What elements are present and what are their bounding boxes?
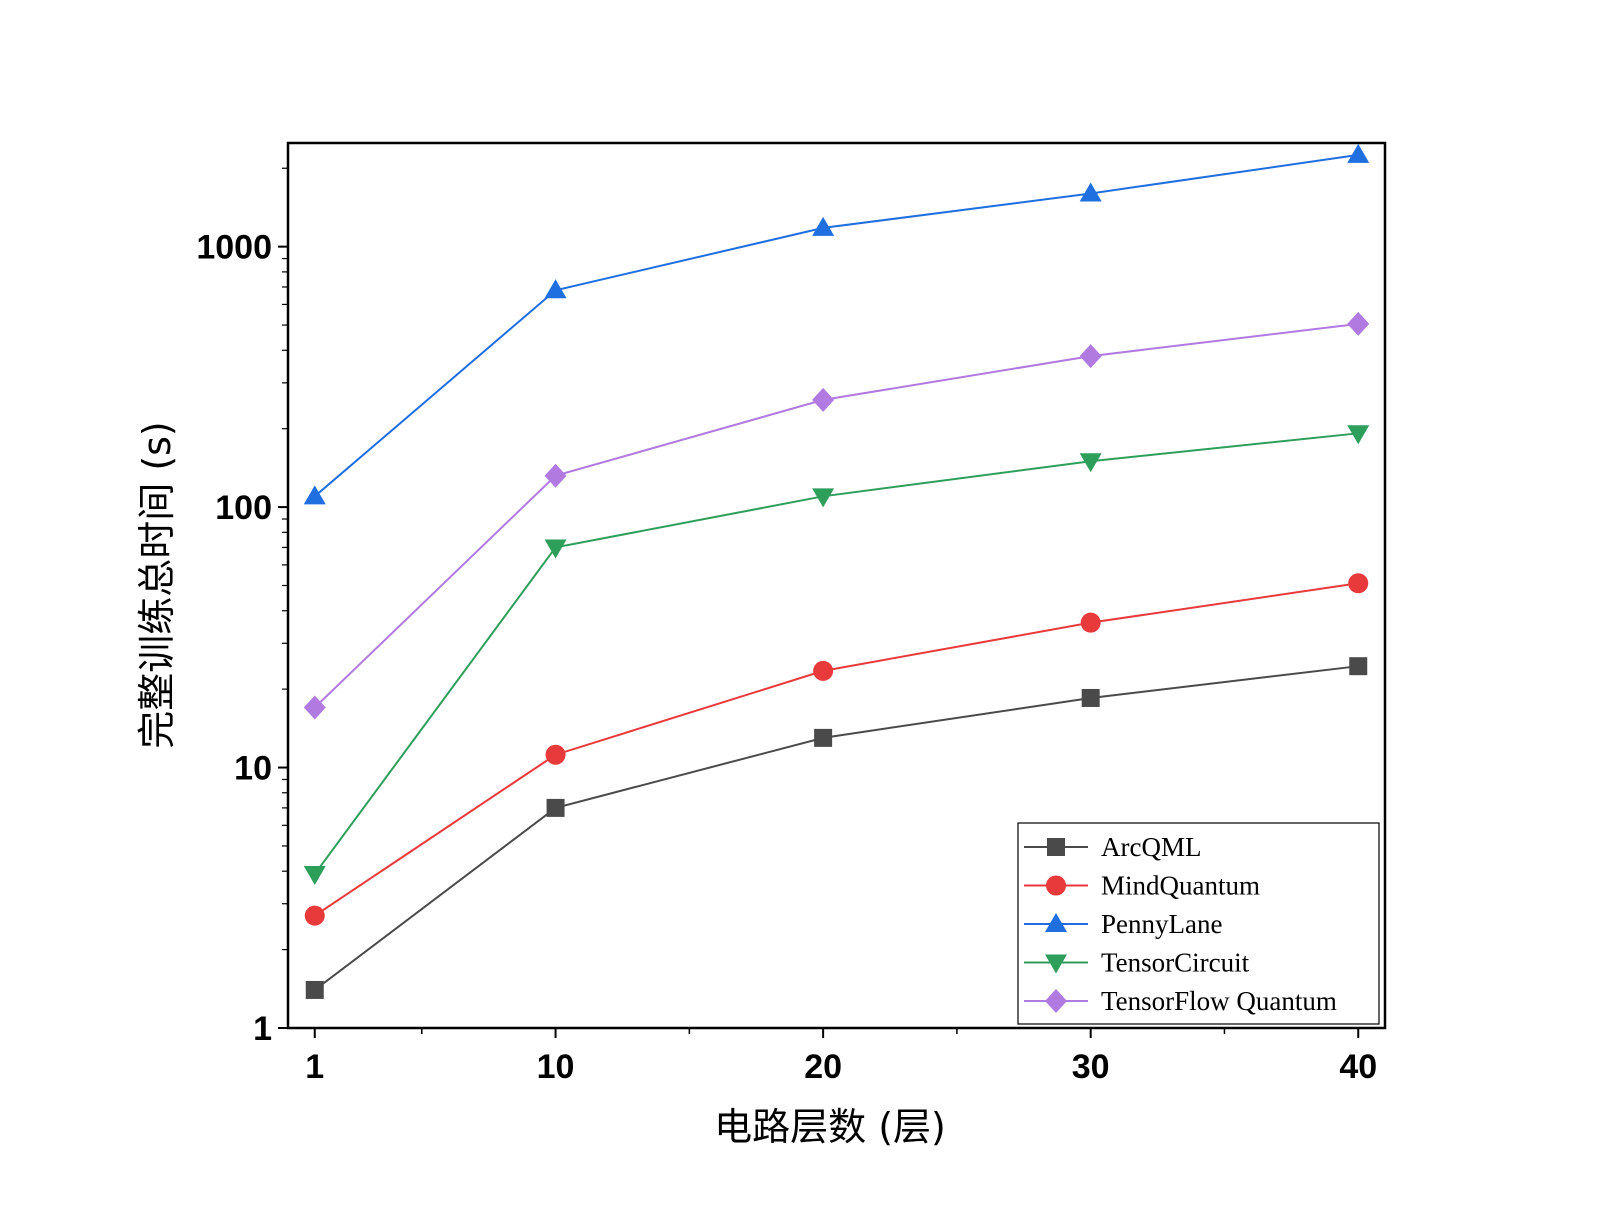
data-point	[812, 216, 835, 236]
legend-label: TensorCircuit	[1101, 948, 1250, 978]
x-tick-label: 1	[305, 1048, 324, 1086]
data-point	[1079, 344, 1102, 369]
legend-item: MindQuantum	[1024, 871, 1260, 901]
y-tick-label: 1	[253, 1010, 272, 1048]
legend-label: ArcQML	[1101, 832, 1201, 862]
data-point	[1347, 311, 1370, 336]
legend-marker	[1045, 913, 1067, 932]
legend: ArcQML MindQuantum PennyLane TensorCircuit T…	[1017, 822, 1380, 1025]
legend-item: TensorFlow Quantum	[1024, 986, 1337, 1016]
series-arcqml	[305, 657, 1368, 999]
data-point	[812, 387, 835, 412]
x-tick-label: 30	[1072, 1048, 1110, 1086]
data-point	[544, 539, 567, 559]
series-line	[313, 432, 1359, 875]
x-axis-title: 电路层数 (层)	[714, 1105, 946, 1149]
data-point	[813, 660, 834, 681]
legend-marker	[1047, 838, 1065, 856]
legend-marker	[1046, 875, 1066, 896]
data-point	[545, 744, 566, 765]
legend-label: MindQuantum	[1101, 871, 1260, 901]
legend-marker	[1045, 989, 1067, 1013]
data-point	[303, 695, 326, 720]
legend-item: ArcQML	[1024, 832, 1201, 862]
data-point	[1347, 143, 1370, 163]
data-point	[304, 905, 325, 926]
x-tick-label: 20	[804, 1048, 842, 1086]
data-point	[1079, 453, 1102, 473]
series-line	[314, 322, 1359, 709]
data-point	[303, 485, 326, 505]
data-point	[305, 980, 324, 999]
data-point	[303, 866, 326, 886]
data-point	[544, 463, 567, 488]
data-point	[1347, 425, 1370, 445]
data-point	[1349, 657, 1368, 676]
y-tick-label: 10	[234, 750, 272, 788]
legend-label: TensorFlow Quantum	[1101, 986, 1337, 1016]
legend-marker	[1045, 954, 1067, 974]
legend-label: PennyLane	[1101, 909, 1222, 939]
data-point	[1079, 182, 1102, 202]
data-point	[1081, 688, 1100, 707]
series-line	[314, 153, 1359, 498]
y-tick-label: 1000	[196, 229, 272, 267]
series-mindquantum	[304, 573, 1369, 926]
y-axis-title: 完整训练总时间 (s)	[135, 421, 179, 749]
y-tick-label: 100	[215, 489, 272, 527]
legend-item: PennyLane	[1024, 909, 1222, 939]
x-tick-label: 10	[537, 1048, 575, 1086]
data-point	[812, 488, 835, 508]
series-tensorcircuit	[303, 425, 1370, 886]
data-point	[546, 798, 565, 817]
data-point	[1080, 612, 1101, 633]
legend-item: TensorCircuit	[1024, 948, 1250, 978]
series-tensorflow-quantum	[303, 311, 1370, 720]
x-tick-label: 40	[1339, 1048, 1377, 1086]
data-point	[1348, 573, 1369, 594]
series-pennylane	[303, 143, 1370, 505]
data-point	[544, 279, 567, 299]
data-point	[814, 728, 833, 747]
